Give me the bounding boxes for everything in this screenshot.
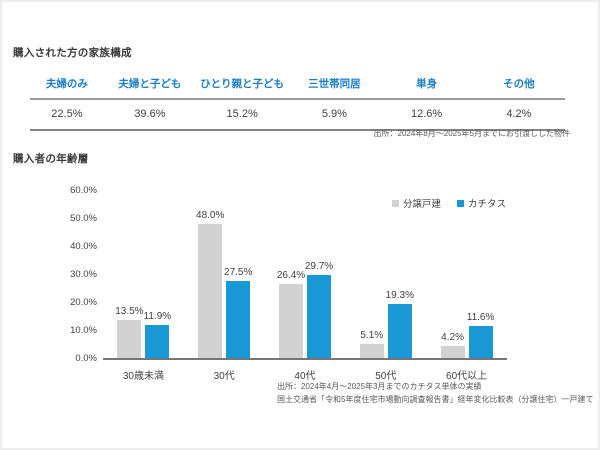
plot-area: 13.5% 11.9% 48.0% 27.5% 26.4% 29.7% 5.1% 19.3% 4… [103, 190, 507, 360]
bar-group: 13.5% 11.9% [103, 190, 184, 358]
family-column-header: 三世帯同居 [308, 78, 361, 90]
bar-series-0 [117, 320, 142, 358]
bar-group: 26.4% 29.7% [265, 190, 346, 358]
family-table-header-row: 夫婦のみ 夫婦と子ども ひとり親と子ども 三世帯同居 単身 その他 [30, 70, 565, 98]
bar-with-label: 48.0% [196, 209, 225, 358]
bar-series-0 [198, 223, 223, 358]
table-divider-bottom [30, 129, 565, 131]
bar-with-label: 26.4% [276, 270, 306, 358]
bar-series-1 [387, 303, 412, 358]
legend-label: 分譲戸建 [403, 199, 442, 210]
bar-value-label: 29.7% [304, 260, 334, 272]
x-axis-tick-label: 30歳未満 [122, 371, 164, 382]
y-axis-tick-label: 0.0% [75, 352, 97, 364]
bar-with-label: 5.1% [359, 329, 384, 358]
bar-with-label: 13.5% [115, 306, 144, 358]
bar-value-label: 11.9% [143, 310, 172, 322]
x-axis-labels: 30歳未満 30代 40代 50代 60代以上 [103, 367, 507, 382]
bar-value-label: 4.2% [441, 332, 464, 344]
chart-source-notes: 出所：2024年4月～2025年3月までのカチタス単体の実績 国土交通省「令和5… [277, 381, 593, 406]
x-axis-tick-label: 30代 [213, 371, 235, 382]
bar-value-label: 13.5% [115, 306, 144, 318]
y-axis: 0.0% 10.0% 20.0% 30.0% 40.0% 50.0% 60.0% [0, 178, 97, 373]
chart-source-line-1: 出所：2024年4月～2025年3月までのカチタス単体の実績 [277, 382, 482, 391]
bar-series-1 [226, 281, 251, 358]
bar-with-label: 11.9% [143, 310, 172, 358]
family-column-value: 5.9% [321, 108, 347, 120]
bar-series-0 [278, 284, 303, 358]
bar-series-0 [440, 346, 465, 358]
bar-value-label: 5.1% [360, 329, 384, 341]
bar-value-label: 11.6% [466, 311, 495, 323]
bar-value-label: 26.4% [276, 270, 306, 282]
bar-series-1 [468, 325, 493, 358]
family-column-header: 夫婦のみ [45, 78, 88, 90]
family-column-header: ひとり親と子ども [200, 78, 284, 90]
family-column-header: 単身 [416, 78, 438, 90]
family-column-value: 12.6% [411, 108, 443, 120]
y-axis-tick-label: 30.0% [70, 268, 97, 280]
family-section-title: 購入された方の家族構成 [13, 47, 132, 59]
legend-item: カチタス [457, 196, 506, 210]
legend-item: 分譲戸建 [392, 196, 441, 210]
bar-value-label: 19.3% [385, 289, 414, 301]
family-column-header: その他 [503, 78, 535, 90]
bar-with-label: 19.3% [385, 289, 414, 358]
legend-swatch-icon [457, 199, 465, 207]
y-axis-tick-label: 60.0% [70, 184, 97, 196]
y-axis-tick-label: 10.0% [70, 324, 97, 336]
x-axis-tick-label: 60代以上 [446, 371, 488, 382]
y-axis-tick-label: 40.0% [70, 240, 97, 252]
bar-with-label: 4.2% [440, 332, 465, 358]
y-axis-tick-label: 20.0% [70, 296, 97, 308]
family-composition-table: 夫婦のみ 夫婦と子ども ひとり親と子ども 三世帯同居 単身 その他 22.5% 39.6% 1… [30, 70, 565, 131]
x-axis-tick-label: 50代 [375, 371, 397, 382]
family-table-source-note: 出所：2024年8月～2025年5月までにお引渡しした物件 [373, 129, 571, 138]
family-column-value: 4.2% [506, 108, 532, 120]
bar-with-label: 27.5% [224, 267, 253, 358]
family-column-value: 39.6% [134, 108, 166, 120]
legend-swatch-icon [392, 199, 399, 207]
family-column-value: 22.5% [51, 108, 83, 120]
bar-with-label: 29.7% [304, 260, 334, 358]
bar-value-label: 48.0% [196, 209, 225, 221]
chart-legend: 分譲戸建 カチタス [392, 196, 506, 210]
family-column-header: 夫婦と子ども [118, 78, 182, 90]
chart-source-line-2: 国土交通省「令和5年度住宅市場動向調査報告書」経年変化比較表（分譲住宅）一戸建て [277, 394, 594, 404]
bar-series-0 [359, 343, 384, 358]
table-divider-top [30, 98, 565, 100]
bar-value-label: 27.5% [224, 267, 253, 278]
x-axis-tick-label: 40代 [294, 371, 316, 382]
family-column-value: 15.2% [226, 108, 258, 120]
legend-label: カチタス [468, 199, 507, 210]
bar-group: 48.0% 27.5% [184, 190, 265, 358]
bar-with-label: 11.6% [466, 311, 495, 358]
bar-series-1 [145, 324, 170, 358]
bar-group: 5.1% 19.3% [345, 190, 426, 358]
age-bar-chart: 分譲戸建 カチタス 0.0% 10.0% 20.0% 30.0% 40.0% 50.0% 60… [0, 178, 600, 413]
age-section-title: 購入者の年齢層 [13, 153, 89, 165]
bar-series-1 [306, 274, 331, 358]
y-axis-tick-label: 50.0% [70, 212, 97, 224]
bar-group: 4.2% 11.6% [426, 190, 507, 358]
family-table-value-row: 22.5% 39.6% 15.2% 5.9% 12.6% 4.2% [30, 100, 565, 129]
